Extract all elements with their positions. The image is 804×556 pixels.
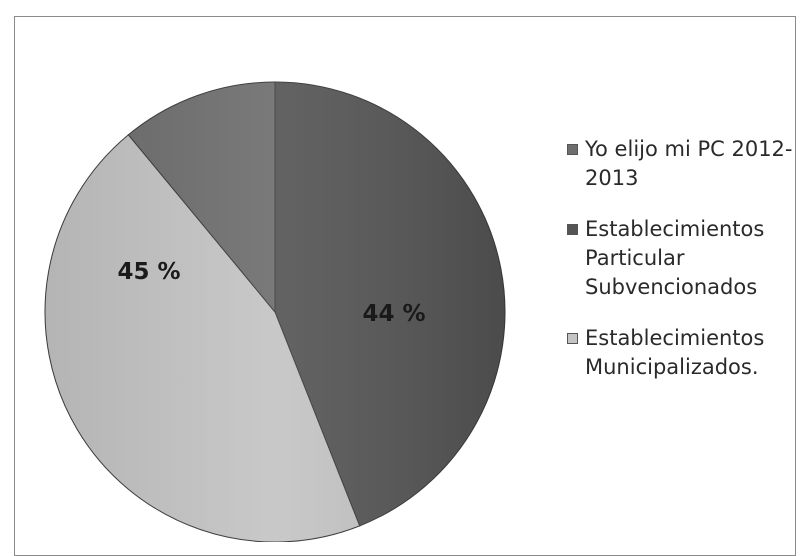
legend-label-yo-elijo: Yo elijo mi PC 2012-2013: [585, 137, 793, 190]
legend-swatch-municipalizados: [567, 333, 578, 344]
legend-swatch-particular-subvencionados: [567, 224, 578, 235]
chart-container: 45 % 44 % Yo elijo mi PC 2012-2013 Estab…: [14, 16, 796, 556]
data-label-particular-subvencionados: 44 %: [362, 301, 425, 327]
legend-label-particular-subvencionados: Establecimientos Particular Subvencionad…: [585, 217, 765, 299]
data-label-municipalizados: 45 %: [117, 259, 180, 285]
legend-item-particular-subvencionados: Establecimientos Particular Subvencionad…: [567, 215, 804, 302]
legend-item-yo-elijo: Yo elijo mi PC 2012-2013: [567, 135, 804, 193]
pie-shading: [45, 82, 505, 542]
pie-slices: [44, 81, 506, 542]
pie-chart: 45 % 44 %: [44, 81, 506, 542]
legend: Yo elijo mi PC 2012-2013 Establecimiento…: [567, 135, 804, 404]
legend-item-municipalizados: Establecimientos Municipalizados.: [567, 324, 804, 382]
legend-label-municipalizados: Establecimientos Municipalizados.: [585, 326, 765, 379]
legend-swatch-yo-elijo: [567, 144, 578, 155]
pie-data-labels: 45 % 44 %: [117, 259, 425, 327]
